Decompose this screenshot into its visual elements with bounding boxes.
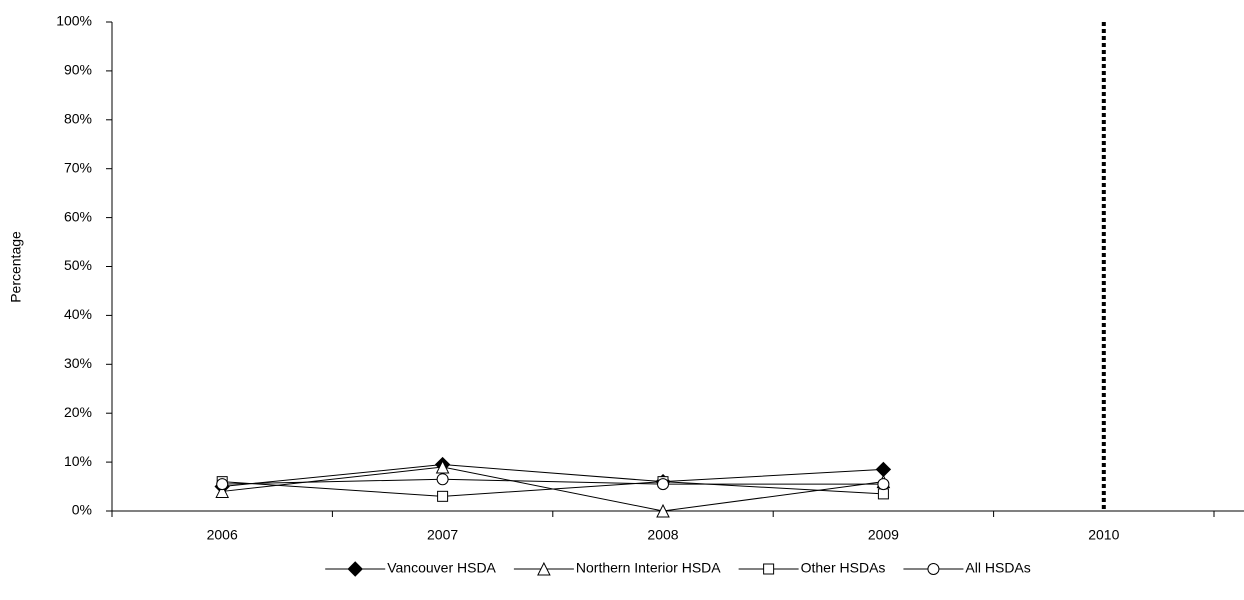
marker bbox=[657, 478, 669, 491]
legend-label: Northern Interior HSDA bbox=[576, 560, 721, 576]
marker bbox=[215, 484, 230, 498]
legend-label: Vancouver HSDA bbox=[387, 560, 496, 576]
x-tick-label: 2009 bbox=[868, 527, 899, 543]
y-tick-label: 100% bbox=[56, 13, 92, 29]
legend-label: All HSDAs bbox=[965, 560, 1030, 576]
y-tick-label: 0% bbox=[72, 502, 92, 518]
series-line bbox=[222, 464, 884, 488]
y-tick-label: 70% bbox=[64, 159, 92, 175]
y-tick-label: 60% bbox=[64, 208, 92, 224]
y-tick-label: 90% bbox=[64, 62, 92, 78]
legend-item: Vancouver HSDA bbox=[325, 560, 497, 577]
marker bbox=[216, 478, 229, 491]
x-tick-label: 2007 bbox=[427, 527, 458, 543]
marker bbox=[877, 488, 889, 500]
legend-label: Other HSDAs bbox=[801, 560, 886, 576]
legend-item: Northern Interior HSDA bbox=[513, 560, 721, 576]
marker bbox=[656, 503, 670, 518]
marker bbox=[437, 490, 449, 502]
y-tick-label: 20% bbox=[64, 404, 92, 420]
marker bbox=[435, 459, 450, 474]
marker bbox=[877, 478, 890, 491]
series-line bbox=[222, 481, 884, 497]
marker bbox=[436, 473, 449, 486]
marker bbox=[875, 461, 892, 478]
y-tick-label: 10% bbox=[64, 453, 92, 469]
marker bbox=[763, 563, 775, 575]
y-tick-label: 80% bbox=[64, 111, 92, 127]
x-tick-label: 2008 bbox=[647, 527, 678, 543]
legend-item: Other HSDAs bbox=[738, 560, 886, 576]
y-axis-label: Percentage bbox=[8, 231, 24, 303]
y-tick-label: 30% bbox=[64, 355, 92, 371]
y-tick-label: 40% bbox=[64, 306, 92, 322]
legend-item: All HSDAs bbox=[903, 560, 1031, 576]
marker bbox=[927, 563, 940, 575]
x-tick-label: 2006 bbox=[207, 527, 238, 543]
series-line bbox=[222, 478, 884, 485]
x-tick-label: 2010 bbox=[1088, 527, 1119, 543]
marker bbox=[537, 561, 551, 576]
y-tick-label: 50% bbox=[64, 257, 92, 273]
marker bbox=[347, 561, 363, 577]
